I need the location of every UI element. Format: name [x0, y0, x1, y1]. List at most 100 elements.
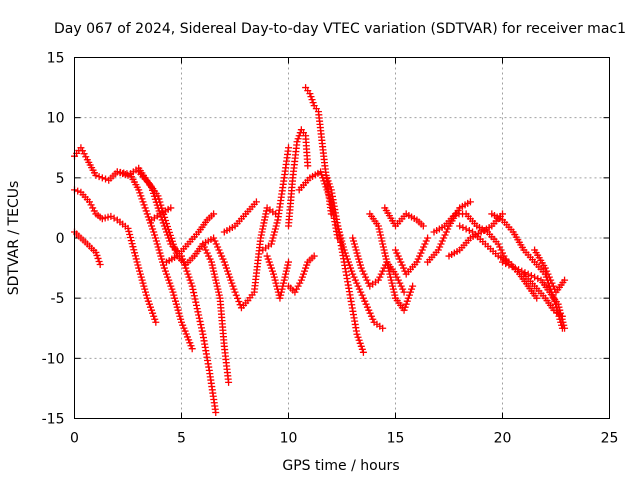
track-3-point [98, 174, 106, 182]
track-2-point [124, 224, 132, 232]
track-3-point [153, 240, 161, 248]
track-11-point [268, 267, 276, 275]
track-16-point [325, 180, 333, 188]
track-3-point [188, 345, 196, 353]
track-19-point [381, 249, 389, 257]
track-2-point [90, 207, 98, 215]
track-8-point [212, 240, 220, 248]
track-5-point [155, 195, 163, 203]
track-3-point [92, 171, 100, 179]
track-3-point [136, 189, 144, 197]
y-tick-label: 5 [56, 171, 65, 187]
track-28-point [561, 276, 569, 284]
track-11-point [270, 273, 278, 281]
track-2-point [146, 303, 154, 311]
track-4-point [183, 267, 191, 275]
track-4-point [196, 317, 204, 325]
track-5-point [209, 264, 217, 272]
track-3-point [148, 222, 156, 230]
track-23-point [499, 249, 506, 257]
track-3-point [177, 315, 185, 323]
track-11-point [265, 258, 273, 266]
track-5-point [158, 204, 166, 212]
track-3-point [155, 246, 163, 254]
track-2-point [143, 294, 151, 302]
track-3-point [77, 144, 85, 152]
track-12-point [294, 135, 302, 143]
track-3-point [163, 270, 171, 278]
track-17-point [339, 243, 347, 251]
track-3-point [152, 237, 160, 245]
track-11-point [280, 276, 288, 284]
track-16-point [354, 333, 362, 341]
track-5-point [203, 249, 211, 257]
y-tick-label: -5 [51, 291, 65, 307]
track-8-point [221, 261, 229, 269]
track-27-point [554, 300, 562, 308]
track-3-point [174, 306, 182, 314]
track-5-point [162, 216, 170, 224]
plot-frame [74, 57, 610, 419]
track-1-point [92, 248, 100, 256]
track-17-point [341, 249, 349, 257]
track-3-point [176, 312, 184, 320]
track-17-point [349, 270, 357, 278]
track-3-point [154, 243, 162, 251]
track-17-point [365, 306, 373, 314]
track-5-point [161, 213, 169, 221]
track-5-point [211, 273, 219, 281]
track-18-point [356, 258, 364, 266]
track-14-point [306, 90, 314, 98]
track-25-point [465, 226, 473, 234]
track-5-point [154, 192, 162, 200]
track-17-point [335, 225, 343, 233]
track-17-point [361, 297, 369, 305]
track-27-point [534, 275, 542, 283]
track-27-point [555, 303, 563, 311]
track-23-point [497, 246, 505, 254]
track-3-point [139, 198, 147, 206]
track-11-point [277, 291, 285, 299]
track-5-point [157, 201, 165, 209]
y-tick-label: 15 [47, 51, 65, 67]
track-19-point [387, 276, 395, 284]
track-3-point [166, 279, 174, 287]
track-15-point [317, 168, 325, 176]
track-19-point [401, 303, 409, 311]
track-4-point [194, 308, 202, 316]
track-8-point [227, 276, 235, 284]
track-18-point [359, 267, 367, 275]
track-17-point [369, 315, 377, 323]
track-27-point [561, 324, 569, 332]
track-5-point [205, 252, 213, 260]
track-11-point [266, 261, 274, 269]
track-25-point [462, 225, 470, 233]
track-21-point [418, 246, 426, 254]
track-14-point [309, 99, 317, 107]
track-27-point [527, 272, 535, 280]
y-axis-label: SDTVAR / TECUs [6, 181, 22, 296]
track-2-point [139, 279, 147, 287]
track-23-point [496, 243, 504, 251]
track-2-point [149, 309, 157, 317]
track-17-point [339, 240, 347, 248]
track-2-point [137, 273, 145, 281]
track-2-point [126, 230, 134, 238]
track-22-point [466, 198, 474, 206]
track-3-point [160, 264, 168, 272]
track-11-point [271, 276, 279, 284]
track-19-point [376, 228, 384, 236]
track-4-point [191, 295, 199, 303]
track-21-point [396, 255, 404, 263]
track-19-point [380, 246, 388, 254]
track-3-point [158, 255, 166, 263]
track-17-point [342, 252, 350, 260]
track-2-point [142, 288, 150, 296]
track-11-point [285, 258, 292, 266]
track-13-point [303, 261, 311, 269]
track-2-point [134, 261, 142, 269]
track-13-point [291, 288, 299, 296]
track-6-point [167, 204, 175, 212]
x-tick-label: 5 [177, 431, 186, 447]
track-8-point [215, 246, 223, 254]
